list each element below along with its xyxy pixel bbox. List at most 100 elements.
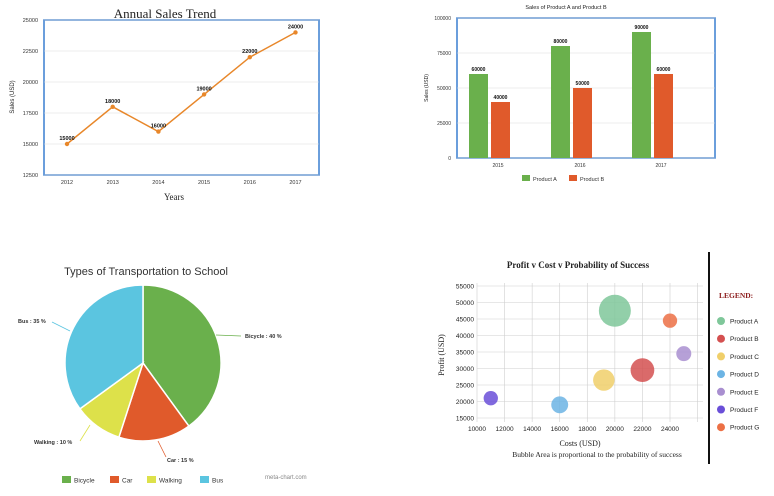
bubble-legend-swatch (717, 352, 725, 361)
line-x-tick-label: 2016 (244, 180, 256, 186)
line-y-tick-label: 22500 (23, 49, 38, 55)
line-y-tick-label: 17500 (23, 111, 38, 117)
bubble-legend-label: Product E (730, 389, 759, 396)
bubble-legend-swatch (717, 405, 725, 414)
bar-x-tick-label: 2015 (492, 163, 503, 169)
pie-legend-swatch (147, 476, 156, 483)
pie-chart-labels: Bicycle : 40 % Car : 15 % Walking : 10 % Bu… (18, 319, 282, 464)
bubble-y-tick-label: 35000 (456, 350, 474, 357)
bubble-legend-label: Product A (730, 319, 759, 326)
bar-legend-swatch (569, 175, 577, 181)
bubble-y-tick-label: 55000 (456, 284, 474, 291)
bubble-legend-label: Product C (730, 354, 759, 361)
bar-chart-data-labels: 60000 40000 80000 50000 90000 60000 (472, 25, 671, 101)
bubble-y-tick-label: 40000 (456, 333, 474, 340)
bubble-x-tick-label: 24000 (661, 426, 679, 433)
line-data-point (293, 30, 298, 35)
bubble-product-a (598, 294, 631, 327)
line-chart-y-axis-label: Sales (USD) (10, 80, 16, 113)
bar-y-tick-label: 100000 (434, 16, 451, 22)
pie-legend-swatch (110, 476, 119, 483)
bar-product-b (491, 102, 510, 158)
bubble-legend-swatch (717, 317, 725, 325)
bar-data-label: 90000 (635, 25, 649, 31)
bar-y-tick-label: 25000 (437, 121, 451, 127)
line-chart-x-axis-label: Years (164, 192, 185, 202)
bubble-legend-label: Product B (730, 336, 759, 343)
bubble-legend-label: Product F (730, 407, 758, 414)
pie-label-leader (215, 334, 242, 337)
bar-product-b (654, 74, 673, 158)
bubble-legend-swatch (717, 423, 725, 432)
pie-slice-label: Bus : 35 % (18, 319, 46, 325)
bubble-y-tick-label: 20000 (456, 399, 474, 406)
bubble-chart-bubbles (483, 294, 692, 414)
bubble-product-f (483, 391, 498, 406)
bubble-y-tick-label: 15000 (456, 416, 474, 423)
bar-legend-label: Product B (580, 177, 604, 183)
bar-chart-x-ticks: 2015 2016 2017 (492, 163, 666, 169)
line-chart-y-ticks: 12500 15000 17500 20000 22500 25000 (23, 18, 38, 179)
bubble-legend-label: Product G (730, 425, 759, 432)
line-data-label: 19000 (196, 86, 211, 92)
bubble-product-b (630, 358, 655, 383)
bubble-chart-grid (476, 283, 703, 422)
pie-legend-swatch (62, 476, 71, 483)
pie-slice-label: Bicycle : 40 % (245, 334, 282, 340)
pie-chart-title: Types of Transportation to School (64, 266, 228, 278)
bar-data-label: 60000 (472, 67, 486, 73)
line-chart-data-labels: 15000 18000 16000 19000 22000 24000 (59, 24, 303, 142)
bubble-x-tick-label: 20000 (606, 426, 624, 433)
pie-slice-label: Walking : 10 % (34, 440, 72, 446)
line-chart-title: Annual Sales Trend (114, 6, 217, 21)
bar-data-label: 80000 (554, 39, 568, 45)
line-chart-plot-frame (43, 19, 320, 176)
bar-legend-label: Product A (533, 177, 557, 183)
bubble-chart-y-axis-label: Profit (USD) (437, 334, 446, 376)
pie-chart-watermark: meta-chart.com (265, 475, 307, 481)
pie-label-leader (51, 321, 71, 332)
bubble-y-tick-label: 30000 (456, 366, 474, 373)
bubble-y-tick-label: 45000 (456, 317, 474, 324)
bubble-x-tick-label: 12000 (496, 426, 514, 433)
bubble-x-tick-label: 16000 (551, 426, 569, 433)
bubble-x-tick-label: 14000 (523, 426, 541, 433)
bar-legend-swatch (522, 175, 530, 181)
bubble-chart-y-ticks: 15000 20000 25000 30000 35000 40000 45000 50000… (456, 284, 474, 423)
bubble-chart-title: Profit v Cost v Probability of Success (507, 260, 650, 270)
line-x-tick-label: 2014 (152, 180, 164, 186)
line-chart-x-ticks: 2012 2013 2014 2015 2016 2017 (61, 180, 302, 186)
bar-chart-legend: Product A Product B (522, 175, 604, 183)
bubble-legend-swatch (717, 334, 725, 343)
bar-chart-y-axis-label: Sales (USD) (424, 74, 430, 102)
bar-product-a (632, 32, 651, 158)
bubble-chart: Profit v Cost v Probability of Success 1… (437, 252, 759, 464)
pie-slice-car (117, 361, 190, 442)
bar-product-a (551, 46, 570, 158)
line-data-label: 22000 (242, 49, 257, 55)
line-x-tick-label: 2015 (198, 180, 210, 186)
line-y-tick-label: 25000 (23, 18, 38, 24)
bubble-legend-swatch (717, 387, 725, 396)
line-chart: Annual Sales Trend 12500 15000 17500 20000 2… (10, 6, 320, 202)
line-series (66, 31, 296, 145)
pie-slice-label: Car : 15 % (167, 458, 194, 464)
bar-chart: Sales of Product A and Product B 0 25000 5… (424, 5, 716, 183)
pie-legend-label: Bicycle (74, 478, 95, 485)
bar-product-a (469, 74, 488, 158)
line-y-tick-label: 20000 (23, 80, 38, 86)
bar-data-label: 40000 (494, 95, 508, 101)
line-x-tick-label: 2017 (289, 180, 301, 186)
bar-y-tick-label: 50000 (437, 86, 451, 92)
line-data-point (247, 55, 252, 60)
line-data-label: 24000 (288, 24, 303, 30)
bubble-legend-swatch (717, 370, 725, 379)
pie-slice-bus (64, 284, 144, 410)
bubble-y-tick-label: 25000 (456, 383, 474, 390)
line-data-label: 18000 (105, 99, 120, 105)
bubble-product-d (551, 396, 569, 414)
pie-legend-label: Bus (212, 478, 224, 485)
line-data-point (201, 92, 207, 97)
pie-chart-legend: Bicycle Car Walking Bus (62, 476, 224, 485)
